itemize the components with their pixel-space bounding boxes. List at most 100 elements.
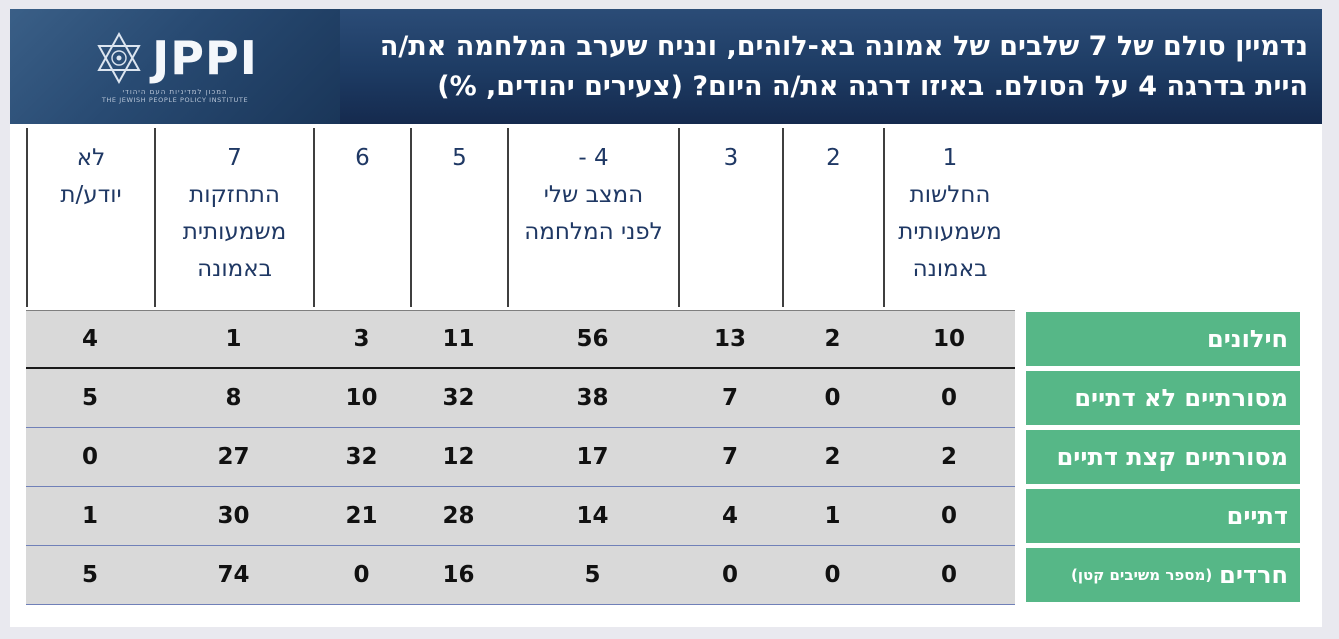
- slide-card: נדמיין סולם של 7 שלבים של אמונה בא-לוהים…: [10, 9, 1322, 627]
- header-line: באמונה: [197, 256, 272, 282]
- header-line: 3: [723, 145, 739, 171]
- value-cell: 1: [225, 326, 242, 352]
- value-cell: 17: [576, 444, 609, 470]
- value-cell: 2: [941, 444, 958, 470]
- header-line: 4 -: [578, 145, 609, 171]
- value-cell: 4: [82, 326, 99, 352]
- header-line: 2: [826, 145, 841, 171]
- header-line: החלשות: [909, 182, 991, 208]
- row-label-haredim: חרדים (מספר משיבים קטן): [1026, 548, 1300, 602]
- title-line-2: היית בדרגה 4 על הסולם. באיזו דרגה את/ה ה…: [437, 70, 1308, 102]
- value-cell: 5: [82, 562, 99, 588]
- value-cell: 0: [941, 562, 958, 588]
- value-cell: 10: [933, 326, 966, 352]
- values-strip: 10 2 13 56 11 3 1 4: [26, 310, 1015, 369]
- value-cell: 5: [82, 385, 99, 411]
- value-cell: 10: [345, 385, 378, 411]
- header-band: נדמיין סולם של 7 שלבים של אמונה בא-לוהים…: [10, 9, 1322, 124]
- value-cell: 0: [941, 503, 958, 529]
- value-cell: 56: [576, 326, 609, 352]
- header-line: 7: [227, 145, 242, 171]
- row-label-text: דתיים: [1226, 502, 1288, 530]
- value-cell: 16: [442, 562, 475, 588]
- logo-acronym: JPPI: [152, 30, 258, 85]
- header-line: משמעותית: [898, 219, 1002, 245]
- value-cell: 2: [824, 326, 841, 352]
- scale-header-row: 1 החלשות משמעותית באמונה 2 3 4 - המצב של…: [26, 128, 1300, 307]
- header-line: 6: [355, 145, 370, 171]
- value-cell: 21: [345, 503, 378, 529]
- logo-english-name: THE JEWISH PEOPLE POLICY INSTITUTE: [101, 95, 249, 104]
- row-label-seculars: חילונים: [1026, 312, 1300, 366]
- row-label-text: מסורתיים קצת דתיים: [1056, 443, 1288, 471]
- row-label-note: (מספר משיבים קטן): [1071, 566, 1213, 584]
- header-line: משמעותית: [182, 219, 287, 245]
- values-strip: 2 2 7 17 12 32 27 0: [26, 428, 1015, 487]
- value-cell: 27: [217, 444, 250, 470]
- value-cell: 11: [442, 326, 475, 352]
- value-cell: 28: [442, 503, 475, 529]
- value-cell: 3: [353, 326, 370, 352]
- header-line: 5: [452, 145, 467, 171]
- logo-row: JPPI: [92, 30, 258, 86]
- value-cell: 5: [584, 562, 601, 588]
- value-cell: 30: [217, 503, 250, 529]
- value-cell: 0: [82, 444, 99, 470]
- value-cell: 14: [576, 503, 609, 529]
- row-label-religious: דתיים: [1026, 489, 1300, 543]
- header-line: באמונה: [912, 256, 988, 282]
- header-line: 1: [942, 145, 958, 171]
- value-cell: 8: [225, 385, 242, 411]
- value-cell: 32: [442, 385, 475, 411]
- title-line-1: נדמיין סולם של 7 שלבים של אמונה בא-לוהים…: [379, 30, 1308, 62]
- table-row-seculars: חילונים 10 2 13 56 11 3 1 4: [26, 310, 1300, 369]
- value-cell: 0: [941, 385, 958, 411]
- row-label-traditional-not-religious: מסורתיים לא דתיים: [1026, 371, 1300, 425]
- header-line: לפני המלחמה: [524, 219, 663, 245]
- scale-header-cell-6: 6: [313, 128, 410, 307]
- value-cell: 1: [82, 503, 99, 529]
- value-cell: 2: [824, 444, 841, 470]
- row-label-text: מסורתיים לא דתיים: [1074, 384, 1288, 412]
- value-cell: 0: [722, 562, 739, 588]
- scale-header-cell-7: 7 התחזקות משמעותית באמונה: [154, 128, 313, 307]
- value-cell: 0: [353, 562, 370, 588]
- value-cell: 12: [442, 444, 475, 470]
- value-cell: 38: [576, 385, 609, 411]
- value-cell: 7: [722, 444, 739, 470]
- scale-header-cell-dont-know: לא יודע/ת: [26, 128, 154, 307]
- values-strip: 0 0 0 5 16 0 74 5: [26, 546, 1015, 605]
- header-line: לא: [76, 145, 106, 171]
- values-strip: 0 1 4 14 28 21 30 1: [26, 487, 1015, 546]
- belief-scale-table: 1 החלשות משמעותית באמונה 2 3 4 - המצב של…: [26, 128, 1300, 605]
- row-label-text: חילונים: [1207, 325, 1288, 353]
- header-line: התחזקות: [189, 182, 280, 208]
- jppi-logo: JPPI המכון למדיניות העם היהודי THE JEWIS…: [10, 9, 340, 124]
- header-line: המצב שלי: [543, 182, 644, 208]
- slide-title: נדמיין סולם של 7 שלבים של אמונה בא-לוהים…: [340, 9, 1322, 124]
- scale-header-cell-2: 2: [782, 128, 883, 307]
- scale-header-cell-4: 4 - המצב שלי לפני המלחמה: [507, 128, 678, 307]
- values-strip: 0 0 7 38 32 10 8 5: [26, 369, 1015, 428]
- logo-subtitle: המכון למדיניות העם היהודי THE JEWISH PEO…: [102, 88, 248, 104]
- header-label-spacer: [1026, 128, 1300, 307]
- table-row-haredim: חרדים (מספר משיבים קטן) 0 0 0 5 16 0 74 …: [26, 546, 1300, 605]
- value-cell: 1: [824, 503, 841, 529]
- scale-header-cell-5: 5: [410, 128, 507, 307]
- value-cell: 13: [714, 326, 747, 352]
- value-cell: 0: [824, 385, 841, 411]
- table-row-traditional-somewhat-religious: מסורתיים קצת דתיים 2 2 7 17 12 32 27 0: [26, 428, 1300, 487]
- scale-header-cell-1: 1 החלשות משמעותית באמונה: [883, 128, 1015, 307]
- row-label-traditional-somewhat-religious: מסורתיים קצת דתיים: [1026, 430, 1300, 484]
- scale-header-cell-3: 3: [678, 128, 782, 307]
- header-line: יודע/ת: [60, 182, 122, 208]
- star-of-david-icon: [92, 30, 146, 86]
- row-label-text: חרדים: [1219, 561, 1288, 589]
- logo-hebrew-name: המכון למדיניות העם היהודי: [122, 87, 228, 96]
- value-cell: 4: [722, 503, 739, 529]
- table-row-traditional-not-religious: מסורתיים לא דתיים 0 0 7 38 32 10 8 5: [26, 369, 1300, 428]
- value-cell: 7: [722, 385, 739, 411]
- value-cell: 0: [824, 562, 841, 588]
- table-row-religious: דתיים 0 1 4 14 28 21 30 1: [26, 487, 1300, 546]
